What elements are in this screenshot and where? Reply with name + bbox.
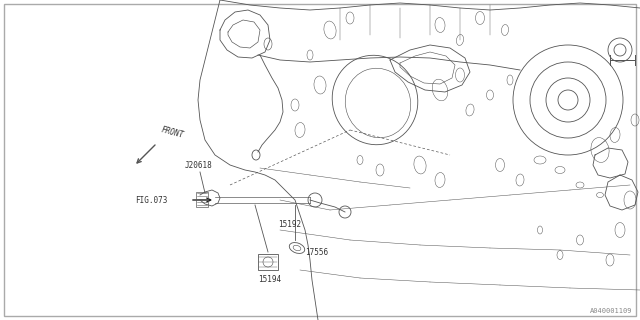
Text: FRONT: FRONT [160, 125, 185, 140]
Text: FIG.073: FIG.073 [135, 196, 168, 204]
Text: 15192: 15192 [278, 220, 301, 229]
Text: 17556: 17556 [305, 247, 328, 257]
Text: J20618: J20618 [185, 161, 212, 170]
Text: 15194: 15194 [258, 275, 281, 284]
Text: A040001109: A040001109 [589, 308, 632, 314]
